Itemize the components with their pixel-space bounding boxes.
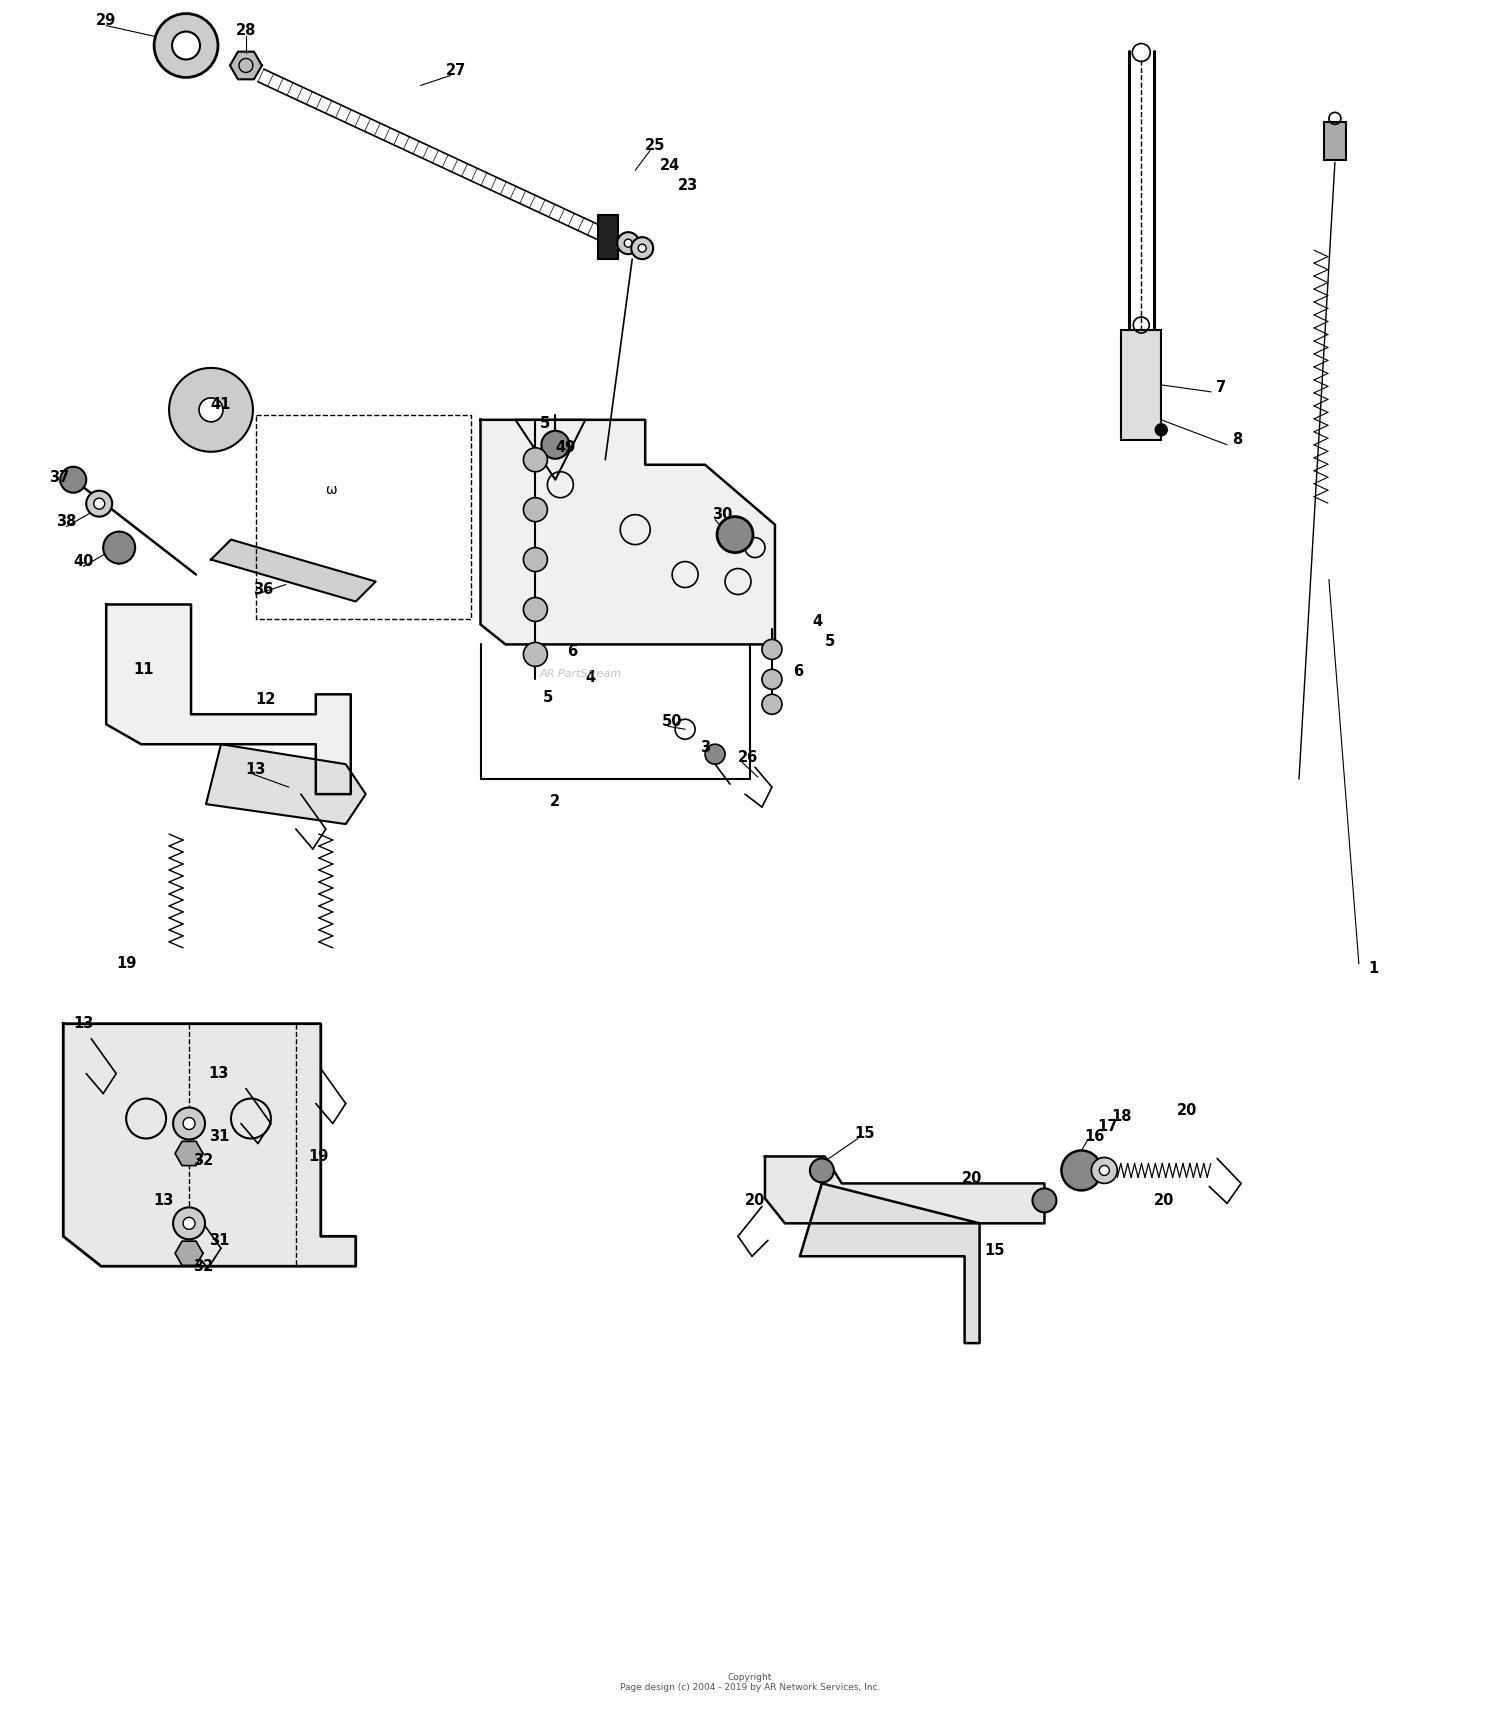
- Text: 50: 50: [662, 714, 682, 728]
- Text: 1: 1: [1368, 961, 1378, 977]
- Circle shape: [624, 239, 632, 247]
- Polygon shape: [211, 539, 375, 602]
- Circle shape: [524, 643, 548, 666]
- Circle shape: [810, 1158, 834, 1183]
- Bar: [598, 214, 618, 259]
- Text: 27: 27: [446, 62, 465, 78]
- Text: 32: 32: [194, 1153, 213, 1169]
- Text: 32: 32: [194, 1259, 213, 1274]
- Circle shape: [705, 743, 724, 764]
- Text: 13: 13: [74, 1017, 93, 1030]
- Circle shape: [1155, 424, 1167, 436]
- Text: 12: 12: [255, 692, 276, 707]
- Polygon shape: [176, 1141, 202, 1165]
- Text: 5: 5: [543, 690, 554, 705]
- Circle shape: [1062, 1150, 1101, 1190]
- Circle shape: [172, 1207, 206, 1240]
- Circle shape: [632, 237, 652, 259]
- Text: 19: 19: [116, 956, 136, 972]
- Text: 29: 29: [96, 14, 117, 28]
- Circle shape: [172, 1108, 206, 1139]
- Circle shape: [524, 498, 548, 522]
- Text: 20: 20: [1178, 1103, 1197, 1119]
- Circle shape: [524, 448, 548, 472]
- Circle shape: [1092, 1157, 1118, 1183]
- Circle shape: [93, 498, 105, 508]
- Text: 40: 40: [74, 553, 93, 569]
- Text: 4: 4: [813, 614, 824, 629]
- Circle shape: [200, 398, 223, 422]
- Text: 25: 25: [645, 138, 666, 152]
- Circle shape: [183, 1117, 195, 1129]
- Text: 24: 24: [660, 157, 681, 173]
- Text: 5: 5: [540, 417, 550, 431]
- Text: 4: 4: [585, 669, 596, 685]
- Text: 7: 7: [1216, 380, 1225, 396]
- Circle shape: [616, 232, 639, 254]
- Polygon shape: [800, 1183, 980, 1343]
- Circle shape: [86, 491, 112, 517]
- Polygon shape: [480, 420, 776, 645]
- Circle shape: [154, 14, 218, 78]
- Circle shape: [183, 1217, 195, 1229]
- Text: 41: 41: [211, 398, 231, 412]
- Circle shape: [60, 467, 86, 493]
- Text: 28: 28: [236, 22, 256, 38]
- Text: 30: 30: [712, 507, 732, 522]
- Bar: [1122, 330, 1161, 439]
- Text: 20: 20: [746, 1193, 765, 1209]
- Polygon shape: [176, 1241, 202, 1266]
- Circle shape: [172, 31, 200, 59]
- Bar: [1324, 123, 1346, 161]
- Text: 8: 8: [1232, 432, 1242, 448]
- Polygon shape: [106, 605, 351, 794]
- Circle shape: [524, 598, 548, 621]
- Text: 49: 49: [555, 441, 576, 455]
- Circle shape: [762, 640, 782, 659]
- Circle shape: [524, 548, 548, 572]
- Circle shape: [1100, 1165, 1110, 1176]
- Text: 19: 19: [309, 1150, 328, 1164]
- Text: 13: 13: [246, 762, 266, 776]
- Circle shape: [542, 431, 570, 458]
- Text: 26: 26: [738, 750, 758, 764]
- Text: 31: 31: [209, 1129, 230, 1145]
- Text: 3: 3: [700, 740, 709, 756]
- Text: Copyright
Page design (c) 2004 - 2019 by AR Network Services, Inc.: Copyright Page design (c) 2004 - 2019 by…: [620, 1672, 880, 1693]
- Text: 18: 18: [1112, 1108, 1131, 1124]
- Text: 11: 11: [134, 662, 153, 676]
- Circle shape: [170, 368, 254, 451]
- Text: 13: 13: [209, 1067, 230, 1081]
- Text: 31: 31: [209, 1233, 230, 1248]
- Circle shape: [104, 531, 135, 564]
- Text: ω: ω: [326, 482, 336, 496]
- Text: 13: 13: [153, 1193, 174, 1209]
- Text: 6: 6: [794, 664, 802, 679]
- Text: 23: 23: [678, 178, 698, 192]
- Circle shape: [1032, 1188, 1056, 1212]
- Circle shape: [717, 517, 753, 553]
- Text: AR PartStream: AR PartStream: [538, 669, 621, 679]
- Circle shape: [762, 695, 782, 714]
- Text: 5: 5: [825, 635, 836, 648]
- Text: 6: 6: [567, 643, 578, 659]
- Polygon shape: [206, 743, 366, 825]
- Text: 36: 36: [254, 583, 273, 597]
- Text: 37: 37: [50, 470, 69, 486]
- Text: 38: 38: [56, 514, 76, 529]
- Text: 16: 16: [1084, 1129, 1104, 1145]
- Text: 15: 15: [855, 1126, 874, 1141]
- Circle shape: [762, 669, 782, 690]
- Text: 17: 17: [1096, 1119, 1118, 1134]
- Text: 20: 20: [962, 1171, 982, 1186]
- Text: 2: 2: [550, 794, 561, 809]
- Text: 20: 20: [1154, 1193, 1174, 1209]
- Circle shape: [638, 244, 646, 252]
- Polygon shape: [63, 1024, 355, 1266]
- Text: 15: 15: [984, 1243, 1005, 1257]
- Polygon shape: [765, 1157, 1044, 1224]
- Polygon shape: [230, 52, 262, 80]
